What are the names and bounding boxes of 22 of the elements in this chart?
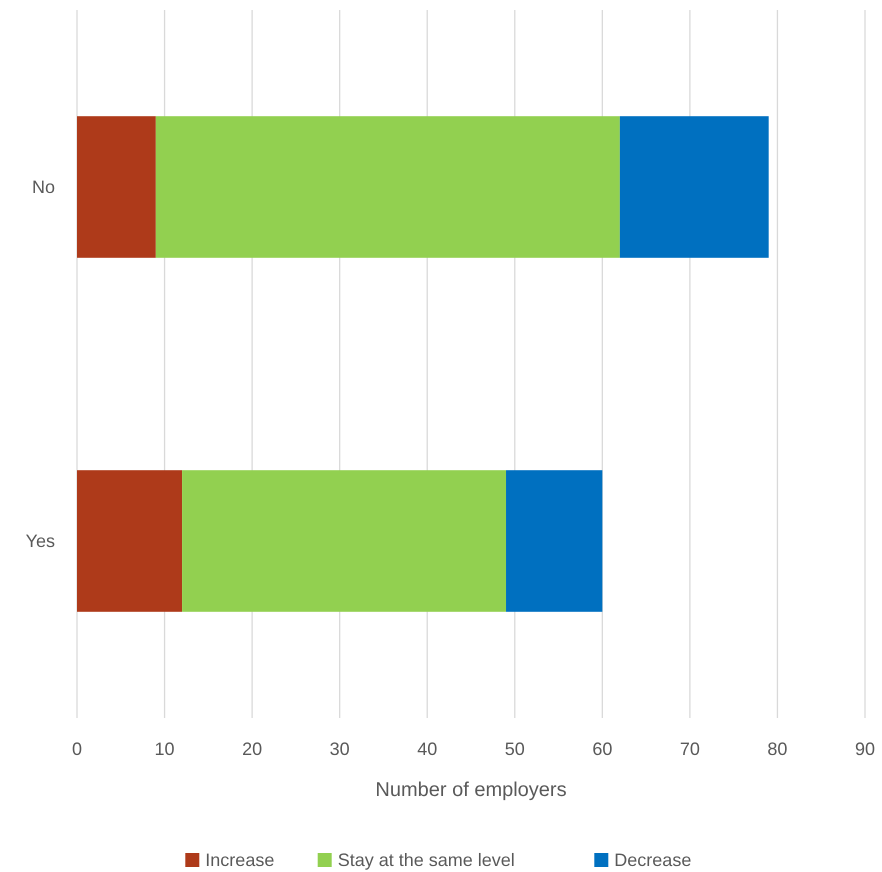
x-tick-label: 50 [504, 739, 525, 759]
bar [182, 470, 506, 612]
y-tick-label: No [32, 177, 55, 197]
x-tick-label: 90 [854, 739, 876, 759]
x-tick-label: 60 [592, 739, 612, 759]
y-tick-label: Yes [26, 531, 55, 551]
bar [77, 470, 182, 612]
legend-label: Stay at the same level [338, 850, 515, 870]
x-tick-label: 40 [417, 739, 438, 759]
x-tick-label: 80 [767, 739, 788, 759]
x-tick-label: 0 [72, 739, 82, 759]
x-tick-label: 70 [680, 739, 700, 759]
legend-label: Increase [205, 850, 274, 870]
bar [620, 116, 769, 258]
x-tick-label: 10 [154, 739, 175, 759]
bar [156, 116, 620, 258]
bar [506, 470, 602, 612]
legend-label: Decrease [614, 850, 692, 870]
x-tick-label: 20 [242, 739, 262, 759]
x-axis-title: Number of employers [375, 779, 567, 801]
bar [77, 116, 156, 258]
x-tick-label: 30 [330, 739, 350, 759]
